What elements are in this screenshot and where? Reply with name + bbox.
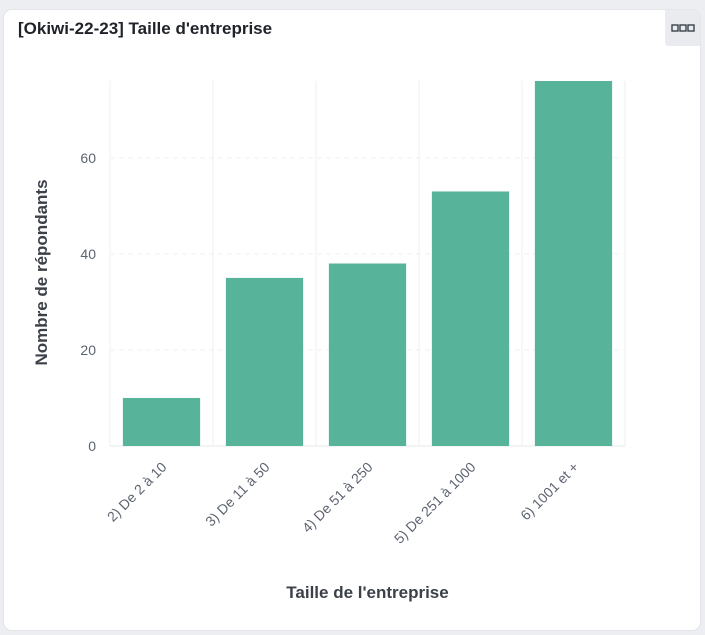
bar[interactable] [225, 277, 304, 446]
chart-card: [Okiwi-22-23] Taille d'entreprise 0 20 40 6… [4, 10, 700, 630]
y-tick-label: 0 [88, 438, 96, 454]
x-tick-label: 6) 1001 et + [517, 459, 581, 523]
bar[interactable] [328, 263, 407, 447]
x-tick-label: 2) De 2 à 10 [104, 459, 170, 525]
more-options-button[interactable] [665, 10, 700, 46]
y-axis-title: Nombre de répondants [32, 179, 51, 365]
x-axis-title: Taille de l'entreprise [286, 583, 448, 602]
x-tick-label: 5) De 251 à 1000 [391, 459, 479, 547]
y-tick-label: 40 [80, 246, 96, 262]
x-tick-label: 4) De 51 à 250 [299, 459, 376, 536]
x-axis-ticks: 2) De 2 à 10 3) De 11 à 50 4) De 51 à 250 5… [104, 459, 582, 547]
bar[interactable] [534, 81, 613, 446]
more-horizontal-icon [670, 24, 695, 32]
card-title: [Okiwi-22-23] Taille d'entreprise [18, 19, 273, 38]
bar[interactable] [431, 191, 510, 446]
x-tick-label: 3) De 11 à 50 [202, 459, 273, 530]
bar[interactable] [122, 397, 201, 446]
y-tick-label: 20 [80, 342, 96, 358]
bar-chart: 0 20 40 60 2) De 2 à 10 3) De 11 à 50 4) De 5… [32, 81, 626, 602]
y-axis-ticks: 0 20 40 60 [80, 150, 96, 454]
y-tick-label: 60 [80, 150, 96, 166]
bars [122, 81, 613, 447]
